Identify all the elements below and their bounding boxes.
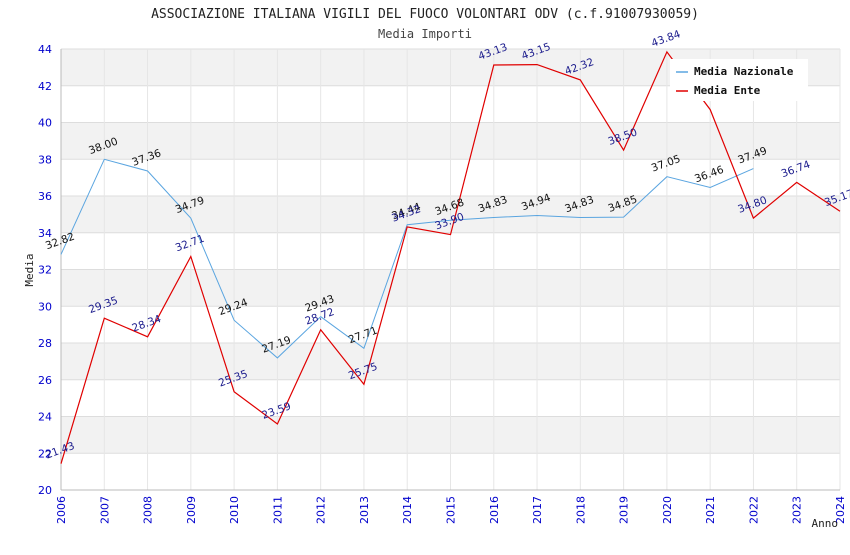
y-tick-label: 32 xyxy=(38,264,52,277)
x-axis-label: Anno xyxy=(812,517,839,530)
y-tick-label: 36 xyxy=(38,190,52,203)
chart-subtitle: Media Importi xyxy=(378,27,472,41)
data-label-ente: 43.84 xyxy=(650,28,683,50)
series-line-ente xyxy=(60,50,841,464)
legend: Media Nazionale Media Ente xyxy=(670,59,808,101)
x-tick-label: 2017 xyxy=(531,496,544,524)
x-tick-label: 2012 xyxy=(315,496,328,524)
x-tick-label: 2014 xyxy=(401,496,414,524)
y-tick-label: 28 xyxy=(38,337,52,350)
chart-title: ASSOCIAZIONE ITALIANA VIGILI DEL FUOCO V… xyxy=(151,7,699,22)
x-tick-label: 2023 xyxy=(791,496,804,524)
x-tick-label: 2016 xyxy=(488,496,501,524)
y-tick-label: 40 xyxy=(38,117,52,130)
x-tick-label: 2009 xyxy=(185,496,198,524)
x-tick-label: 2020 xyxy=(661,496,674,524)
x-tick-label: 2024 xyxy=(834,496,847,524)
legend-box xyxy=(670,59,808,101)
gridlines xyxy=(60,48,841,491)
y-tick-label: 44 xyxy=(38,43,52,56)
y-tick-label: 30 xyxy=(38,300,52,313)
x-tick-label: 2018 xyxy=(574,496,587,524)
x-tick-label: 2013 xyxy=(358,496,371,524)
x-tick-label: 2021 xyxy=(704,496,717,524)
series-lines xyxy=(60,50,841,464)
y-axis-label: Media xyxy=(23,253,36,286)
x-tick-label: 2007 xyxy=(98,496,111,524)
y-tick-label: 26 xyxy=(38,374,52,387)
y-tick-label: 34 xyxy=(38,227,52,240)
x-tick-label: 2022 xyxy=(747,496,760,524)
y-tick-label: 24 xyxy=(38,411,52,424)
y-tick-label: 22 xyxy=(38,447,52,460)
x-tick-label: 2008 xyxy=(142,496,155,524)
x-tick-label: 2010 xyxy=(228,496,241,524)
y-tick-label: 38 xyxy=(38,153,52,166)
series-line-nazionale xyxy=(60,158,754,359)
legend-label-ente: Media Ente xyxy=(694,84,761,97)
x-tick-label: 2015 xyxy=(445,496,458,524)
x-tick-label: 2011 xyxy=(271,496,284,524)
y-tick-label: 42 xyxy=(38,80,52,93)
legend-label-nazionale: Media Nazionale xyxy=(694,65,794,78)
x-tick-label: 2006 xyxy=(55,496,68,524)
x-tick-label: 2019 xyxy=(618,496,631,524)
y-tick-label: 20 xyxy=(38,484,52,497)
